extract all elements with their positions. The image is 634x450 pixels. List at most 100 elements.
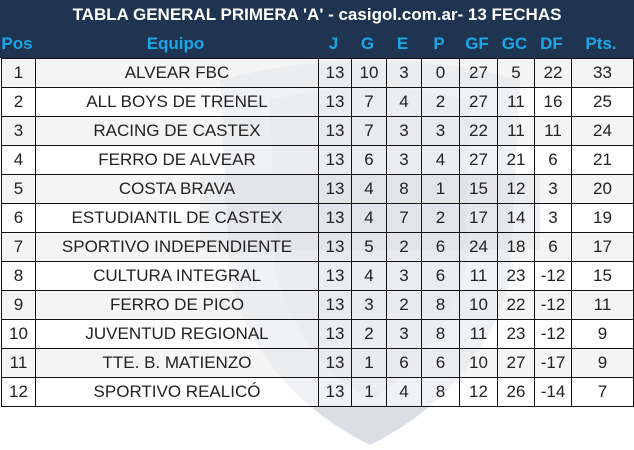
cell-gf: 27 [459,58,498,88]
cell-gc: 18 [497,232,535,262]
column-header-0: Pos [1,34,33,53]
table-row: 1 ALVEAR FBC 13 10 3 0 27 5 22 33 [1,58,634,88]
column-header-3: G [360,34,375,53]
column-header-7: GC [501,34,528,53]
cell-p: 6 [421,261,460,291]
cell-pos: 11 [1,348,36,378]
table-row: 2 ALL BOYS DE TRENEL 13 7 4 2 27 11 16 25 [1,87,634,117]
cell-e: 3 [386,145,422,175]
table-row: 5 COSTA BRAVA 13 4 8 1 15 12 3 20 [1,174,634,204]
cell-pts: 24 [571,116,634,146]
cell-df: 3 [534,174,572,204]
cell-pts: 21 [571,145,634,175]
cell-gf: 27 [459,87,498,117]
cell-p: 8 [421,377,460,407]
cell-pts: 9 [571,348,634,378]
cell-pos: 5 [1,174,36,204]
column-header-5: P [433,34,445,53]
cell-pos: 1 [1,58,36,88]
cell-j: 13 [318,145,352,175]
standings-table: 1 ALVEAR FBC 13 10 3 0 27 5 22 33 2 ALL BOYS DE TRE… [1,58,634,407]
table-row: 6 ESTUDIANTIL DE CASTEX 13 4 7 2 17 14 3 19 [1,203,634,233]
cell-equipo: ALVEAR FBC [35,58,319,88]
table-row: 7 SPORTIVO INDEPENDIENTE 13 5 2 6 24 18 6 17 [1,232,634,262]
cell-g: 2 [351,319,387,349]
cell-p: 8 [421,319,460,349]
cell-equipo: TTE. B. MATIENZO [35,348,319,378]
cell-df: -17 [534,348,572,378]
cell-g: 1 [351,377,387,407]
column-header-4: E [396,34,409,53]
cell-pts: 20 [571,174,634,204]
cell-df: 11 [534,116,572,146]
cell-e: 6 [386,348,422,378]
cell-e: 2 [386,232,422,262]
cell-g: 4 [351,203,387,233]
cell-df: -12 [534,319,572,349]
cell-df: -12 [534,290,572,320]
cell-gc: 21 [497,145,535,175]
table-title: TABLA GENERAL PRIMERA 'A' - casigol.com.… [0,0,634,30]
cell-g: 4 [351,174,387,204]
cell-gc: 11 [497,87,535,117]
cell-g: 3 [351,290,387,320]
table-row: 9 FERRO DE PICO 13 3 2 8 10 22 -12 11 [1,290,634,320]
cell-j: 13 [318,174,352,204]
cell-p: 1 [421,174,460,204]
cell-e: 8 [386,174,422,204]
cell-gc: 11 [497,116,535,146]
cell-pts: 9 [571,319,634,349]
cell-pos: 4 [1,145,36,175]
cell-gf: 10 [459,348,498,378]
cell-p: 0 [421,58,460,88]
cell-pts: 17 [571,232,634,262]
cell-e: 3 [386,58,422,88]
cell-pos: 2 [1,87,36,117]
cell-df: 6 [534,145,572,175]
cell-equipo: JUVENTUD REGIONAL [35,319,319,349]
cell-j: 13 [318,203,352,233]
cell-df: 3 [534,203,572,233]
cell-e: 7 [386,203,422,233]
cell-gf: 15 [459,174,498,204]
table-row: 4 FERRO DE ALVEAR 13 6 3 4 27 21 6 21 [1,145,634,175]
cell-equipo: SPORTIVO INDEPENDIENTE [35,232,319,262]
cell-j: 13 [318,261,352,291]
cell-gc: 23 [497,261,535,291]
cell-e: 3 [386,116,422,146]
cell-gc: 27 [497,348,535,378]
cell-g: 7 [351,87,387,117]
table-row: 3 RACING DE CASTEX 13 7 3 3 22 11 11 24 [1,116,634,146]
cell-pos: 12 [1,377,36,407]
cell-pos: 9 [1,290,36,320]
cell-pts: 25 [571,87,634,117]
cell-e: 2 [386,290,422,320]
cell-g: 4 [351,261,387,291]
cell-e: 3 [386,319,422,349]
cell-j: 13 [318,377,352,407]
cell-equipo: SPORTIVO REALICÓ [35,377,319,407]
cell-pts: 11 [571,290,634,320]
cell-gc: 14 [497,203,535,233]
cell-pts: 15 [571,261,634,291]
cell-g: 10 [351,58,387,88]
cell-p: 8 [421,290,460,320]
table-row: 8 CULTURA INTEGRAL 13 4 3 6 11 23 -12 15 [1,261,634,291]
cell-g: 1 [351,348,387,378]
cell-pos: 6 [1,203,36,233]
table-row: 11 TTE. B. MATIENZO 13 1 6 6 10 27 -17 9 [1,348,634,378]
column-header-9: Pts. [585,34,617,53]
cell-p: 6 [421,348,460,378]
cell-e: 3 [386,261,422,291]
cell-gc: 12 [497,174,535,204]
cell-e: 4 [386,87,422,117]
cell-p: 2 [421,203,460,233]
cell-gf: 10 [459,290,498,320]
cell-g: 5 [351,232,387,262]
cell-p: 4 [421,145,460,175]
cell-equipo: ESTUDIANTIL DE CASTEX [35,203,319,233]
column-header-8: DF [540,34,563,53]
cell-equipo: COSTA BRAVA [35,174,319,204]
cell-j: 13 [318,116,352,146]
cell-pos: 10 [1,319,36,349]
